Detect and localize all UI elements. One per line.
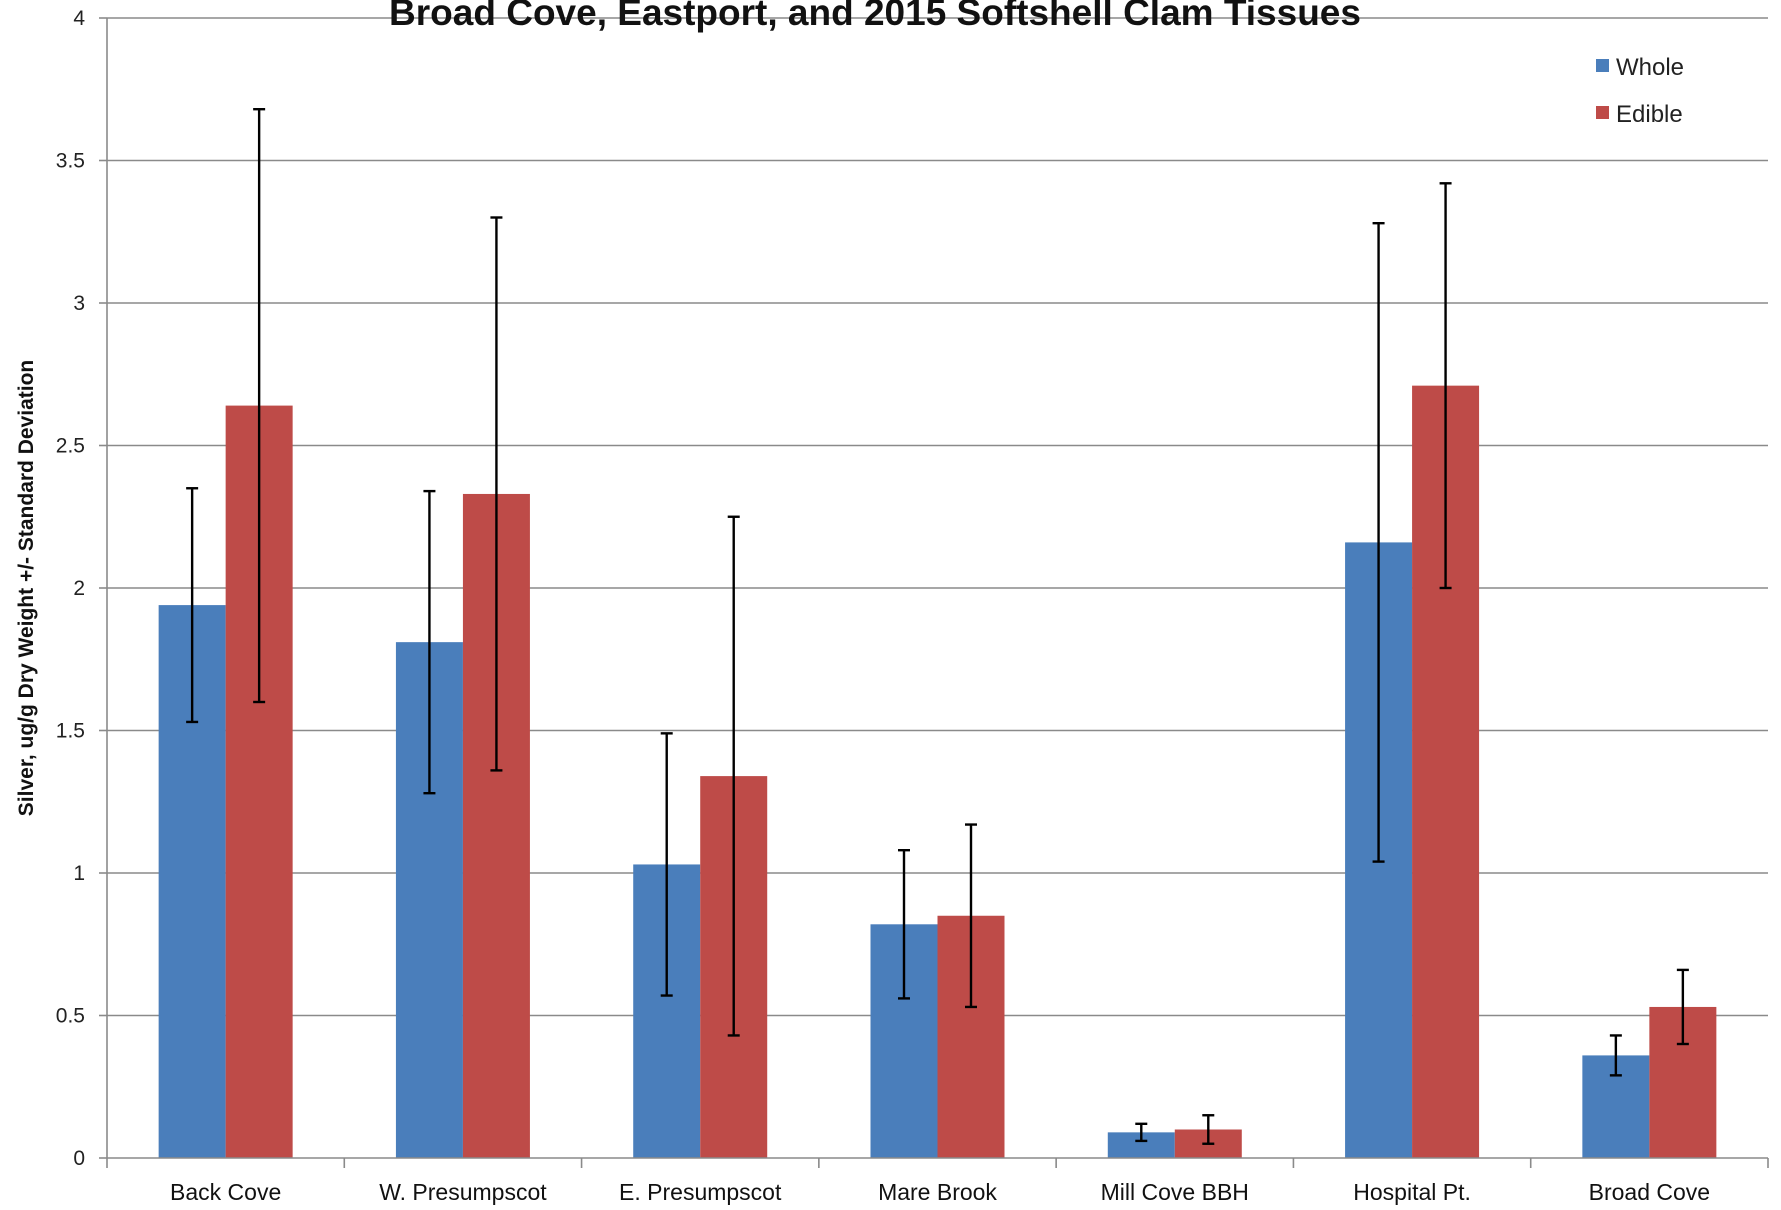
error-bars-layer — [186, 107, 1689, 1145]
x-tick-label: Mill Cove BBH — [1101, 1179, 1249, 1205]
y-tick-label: 0 — [73, 1147, 85, 1170]
legend: Whole Edible — [1596, 54, 1684, 128]
y-axis-label: Silver, ug/g Dry Weight +/- Standard Dev… — [15, 360, 38, 816]
x-tick-label: Broad Cove — [1589, 1179, 1710, 1205]
y-tick-label: 1.5 — [56, 720, 85, 743]
legend-label-edible: Edible — [1616, 101, 1683, 128]
legend-label-whole: Whole — [1616, 54, 1684, 81]
axis-layer: 0 0.5 1 1.5 2 2.5 3 3.5 4 Back Cove W. Presumpscot… — [56, 7, 1769, 1205]
x-tick-label: Back Cove — [170, 1179, 281, 1205]
y-tick-label: 2 — [73, 577, 85, 600]
legend-swatch-whole — [1596, 59, 1609, 72]
y-tick-label: 4 — [73, 7, 85, 30]
y-tick-label: 3 — [73, 292, 85, 315]
y-tick-label: 0.5 — [56, 1005, 85, 1028]
x-tick-label: Hospital Pt. — [1353, 1179, 1471, 1205]
y-tick-label: 1 — [73, 862, 85, 885]
grid-layer — [107, 17, 1768, 1017]
chart-title: Broad Cove, Eastport, and 2015 Softshell… — [389, 0, 1361, 33]
x-tick-label: W. Presumpscot — [379, 1179, 547, 1205]
y-tick-label: 3.5 — [56, 150, 85, 173]
y-tick-label: 2.5 — [56, 435, 85, 458]
x-tick-label: Mare Brook — [878, 1179, 997, 1205]
x-tick-label: E. Presumpscot — [619, 1179, 782, 1205]
bars-layer — [158, 385, 1717, 1159]
legend-swatch-edible — [1596, 106, 1609, 119]
